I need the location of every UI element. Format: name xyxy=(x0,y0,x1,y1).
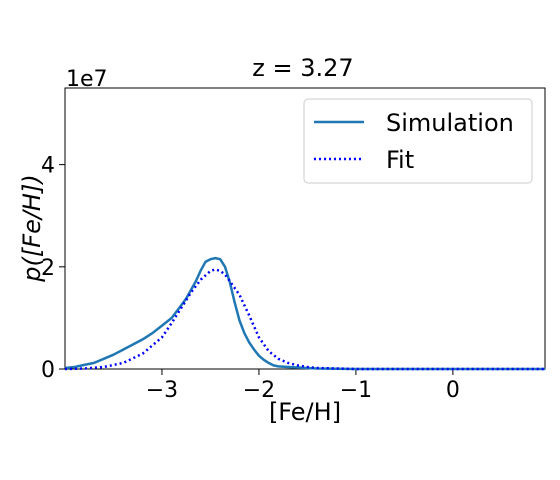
chart-title: z = 3.27 xyxy=(252,54,353,82)
x-tick-label: 0 xyxy=(446,378,460,403)
y-tick-label: 0 xyxy=(41,358,55,383)
legend-box xyxy=(303,98,533,184)
series-line-fit xyxy=(64,268,545,371)
legend: Simulation Fit xyxy=(303,98,533,184)
x-tick-label: −2 xyxy=(243,378,275,403)
series-line-simulation xyxy=(64,256,545,371)
legend-label-simulation: Simulation xyxy=(386,109,514,137)
x-axis-label: [Fe/H] xyxy=(269,398,341,426)
x-tick-label: −3 xyxy=(146,378,178,403)
y-axis-label: p([Fe/H]) xyxy=(18,174,46,282)
series-layer xyxy=(64,256,545,371)
y-axis: 0 2 4 xyxy=(41,154,65,383)
x-tick-label: −1 xyxy=(340,378,372,403)
y-tick-label: 2 xyxy=(41,256,55,281)
legend-label-fit: Fit xyxy=(386,146,414,174)
y-tick-label: 4 xyxy=(41,154,55,179)
